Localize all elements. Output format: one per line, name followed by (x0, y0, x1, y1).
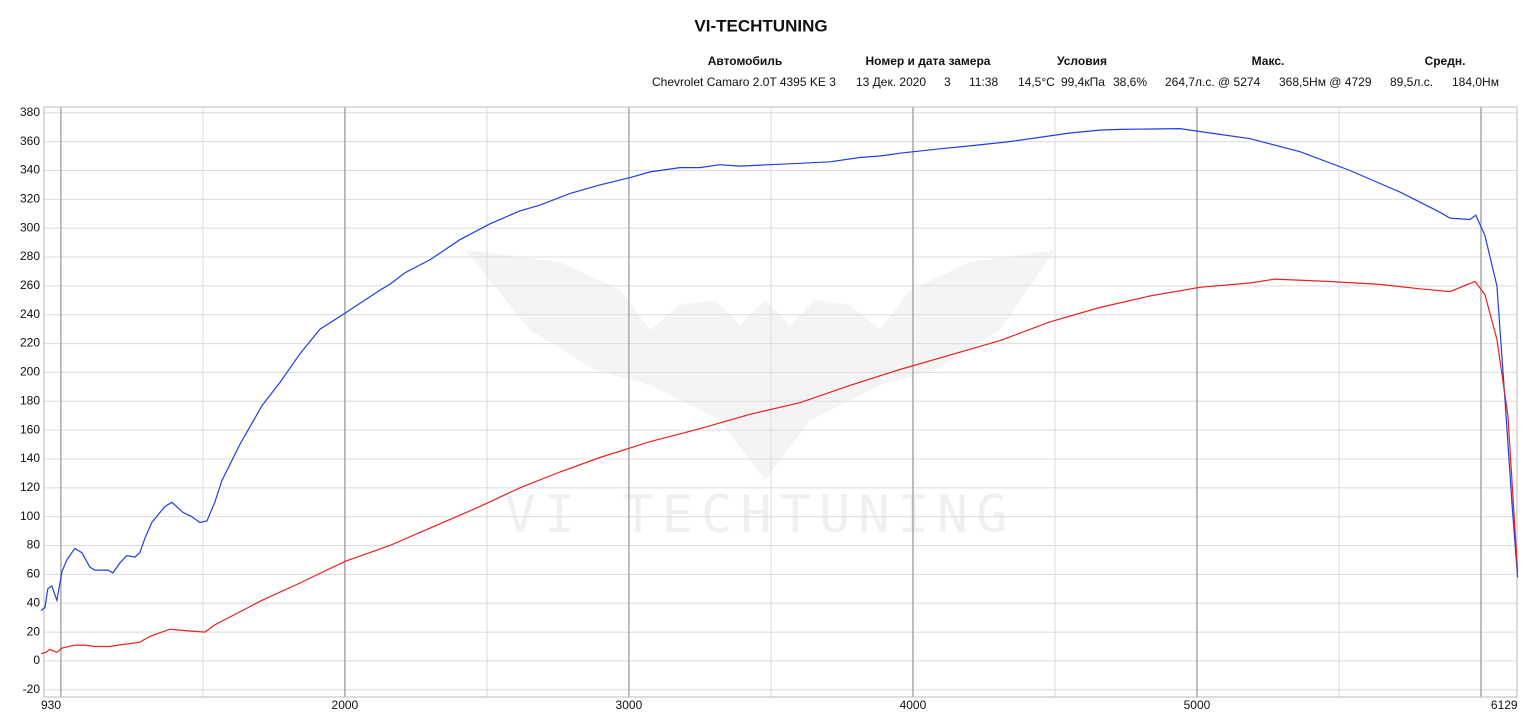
y-tick-label: 300 (20, 220, 40, 234)
info-value: 11:38 (969, 75, 998, 89)
info-value: Chevrolet Camaro 2.0T 4395 KE 3 (652, 75, 836, 89)
x-tick-label: 2000 (332, 698, 359, 712)
info-value: 3 (944, 75, 951, 89)
y-tick-label: 200 (20, 365, 40, 379)
chart-title: VI-TECHTUNING (694, 16, 827, 35)
y-tick-label: 140 (20, 451, 40, 465)
series-line (40, 278, 1519, 655)
y-tick-label: 100 (20, 509, 40, 523)
info-value: 184,0Нм (1452, 75, 1499, 89)
series-line (40, 127, 1519, 611)
y-tick-label: 180 (20, 393, 40, 407)
info-heading: Автомобиль (708, 54, 783, 68)
info-heading: Макс. (1252, 54, 1285, 68)
y-tick-label: 60 (27, 567, 41, 581)
y-tick-label: 260 (20, 278, 40, 292)
info-heading: Средн. (1425, 54, 1466, 68)
y-tick-label: 240 (20, 307, 40, 321)
info-heading: Условия (1057, 54, 1107, 68)
y-tick-label: 360 (20, 134, 40, 148)
y-tick-label: 280 (20, 249, 40, 263)
info-value: 99,4кПа (1061, 75, 1105, 89)
y-tick-label: 120 (20, 480, 40, 494)
info-value: 13 Дек. 2020 (856, 75, 926, 89)
watermark-logo (465, 250, 1055, 480)
x-tick-label: 930 (41, 698, 61, 712)
x-tick-label: 4000 (900, 698, 927, 712)
info-heading: Номер и дата замера (866, 54, 991, 68)
watermark-text: VI TECHTUNING (505, 485, 1016, 545)
info-value: 89,5л.с. (1390, 75, 1433, 89)
y-tick-label: 320 (20, 191, 40, 205)
y-tick-label: 80 (27, 538, 41, 552)
y-tick-label: 160 (20, 422, 40, 436)
y-tick-label: 40 (27, 595, 41, 609)
y-tick-label: 20 (27, 624, 41, 638)
y-tick-label: 380 (20, 105, 40, 119)
info-value: 368,5Нм @ 4729 (1279, 75, 1372, 89)
y-tick-label: 340 (20, 163, 40, 177)
plot-frame (43, 106, 1518, 698)
y-tick-label: -20 (23, 682, 41, 696)
info-value: 14,5°C (1018, 75, 1055, 89)
info-value: 264,7л.с. @ 5274 (1165, 75, 1261, 89)
x-tick-label: 6129 (1491, 698, 1518, 712)
x-tick-label: 3000 (616, 698, 643, 712)
y-tick-label: 0 (33, 653, 40, 667)
y-tick-label: 220 (20, 336, 40, 350)
info-value: 38,6% (1113, 75, 1147, 89)
x-tick-label: 5000 (1184, 698, 1211, 712)
